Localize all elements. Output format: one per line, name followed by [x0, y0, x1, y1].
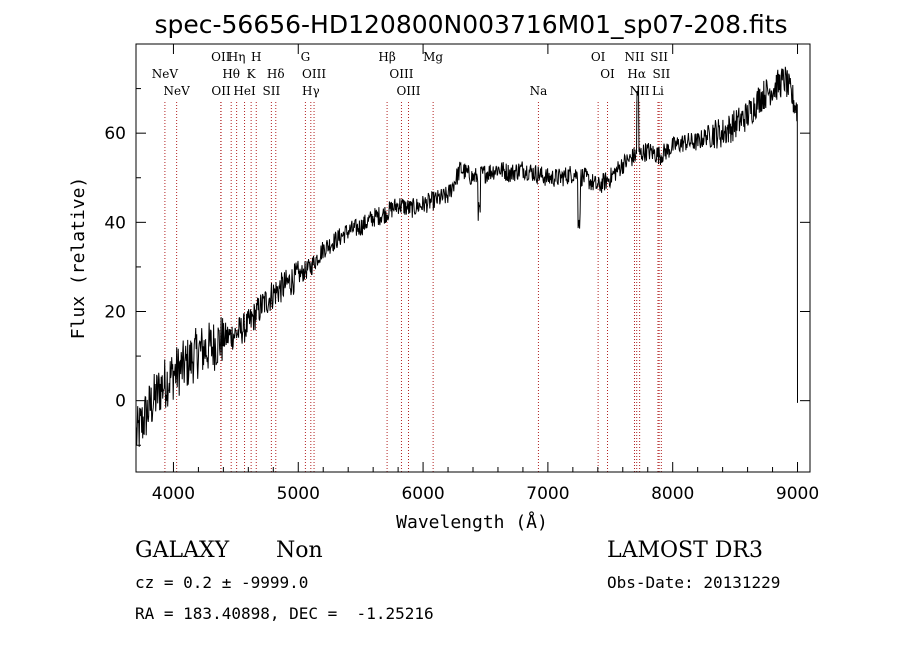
spectral-line-label: HeI	[233, 84, 256, 98]
spectral-line-label: SII	[263, 84, 281, 98]
spectral-line-label: OIII	[396, 84, 420, 98]
spectral-line-label: H	[251, 50, 261, 64]
spectral-line-label: NeV	[152, 67, 179, 81]
x-tick-label: 5000	[277, 484, 320, 504]
x-tick-label: 4000	[152, 484, 195, 504]
x-tick-label: 8000	[651, 484, 694, 504]
spectral-line-label: Li	[652, 84, 664, 98]
spectral-line-label: Hβ	[378, 50, 395, 64]
spectral-line-label: OII	[211, 50, 231, 64]
y-axis-label: Flux (relative)	[68, 177, 89, 340]
observation-date: Obs-Date: 20131229	[607, 573, 781, 592]
object-class: GALAXY	[135, 538, 230, 563]
spectral-line-label: Mg	[423, 50, 443, 64]
spectral-line-label: OII	[211, 84, 231, 98]
survey-name: LAMOST DR3	[607, 538, 763, 563]
y-axis-ticks: 0 20 40 60	[104, 88, 810, 446]
spectral-line-label: NeV	[163, 84, 190, 98]
spectral-line-label: NII	[630, 84, 650, 98]
y-tick-label: 20	[104, 303, 126, 323]
spectral-line-label: SII	[650, 50, 668, 64]
redshift-info: cz = 0.2 ± -9999.0	[135, 573, 309, 592]
spectral-line-label: OI	[600, 67, 615, 81]
spectral-line-markers	[164, 102, 662, 472]
y-tick-label: 40	[104, 213, 126, 233]
x-axis-ticks: 4000 5000 6000 7000 8000 9000	[152, 44, 819, 504]
spectral-line-label: OIII	[389, 67, 413, 81]
x-tick-label: 9000	[776, 484, 819, 504]
object-subclass: Non	[276, 538, 323, 563]
spectral-line-label: Na	[530, 84, 548, 98]
spectral-line-label: Hα	[627, 67, 646, 81]
y-tick-label: 0	[115, 392, 126, 412]
spectral-line-label: Hγ	[302, 84, 320, 98]
y-tick-label: 60	[104, 124, 126, 144]
spectral-line-labels: NeVNeVOIIOIIHηHθHHeIKSIIHδGOIIIHγHβOIIIO…	[152, 50, 671, 98]
spectral-line-label: NII	[625, 50, 645, 64]
chart-title: spec-56656-HD120800N003716M01_sp07-208.f…	[154, 10, 787, 39]
spectral-line-label: OI	[591, 50, 606, 64]
spectral-line-label: Hη	[228, 50, 246, 64]
x-tick-label: 7000	[526, 484, 569, 504]
spectral-line-label: SII	[652, 67, 670, 81]
spectral-line-label: Hδ	[267, 67, 285, 81]
spectral-line-label: G	[301, 50, 311, 64]
spectral-line-label: Hθ	[222, 67, 240, 81]
spectral-line-label: K	[247, 67, 257, 81]
x-axis-label: Wavelength (Å)	[396, 511, 548, 533]
spectral-line-label: OIII	[302, 67, 326, 81]
spectrum-line	[135, 66, 798, 447]
coordinates: RA = 183.40898, DEC = -1.25216	[135, 604, 434, 623]
x-tick-label: 6000	[401, 484, 444, 504]
